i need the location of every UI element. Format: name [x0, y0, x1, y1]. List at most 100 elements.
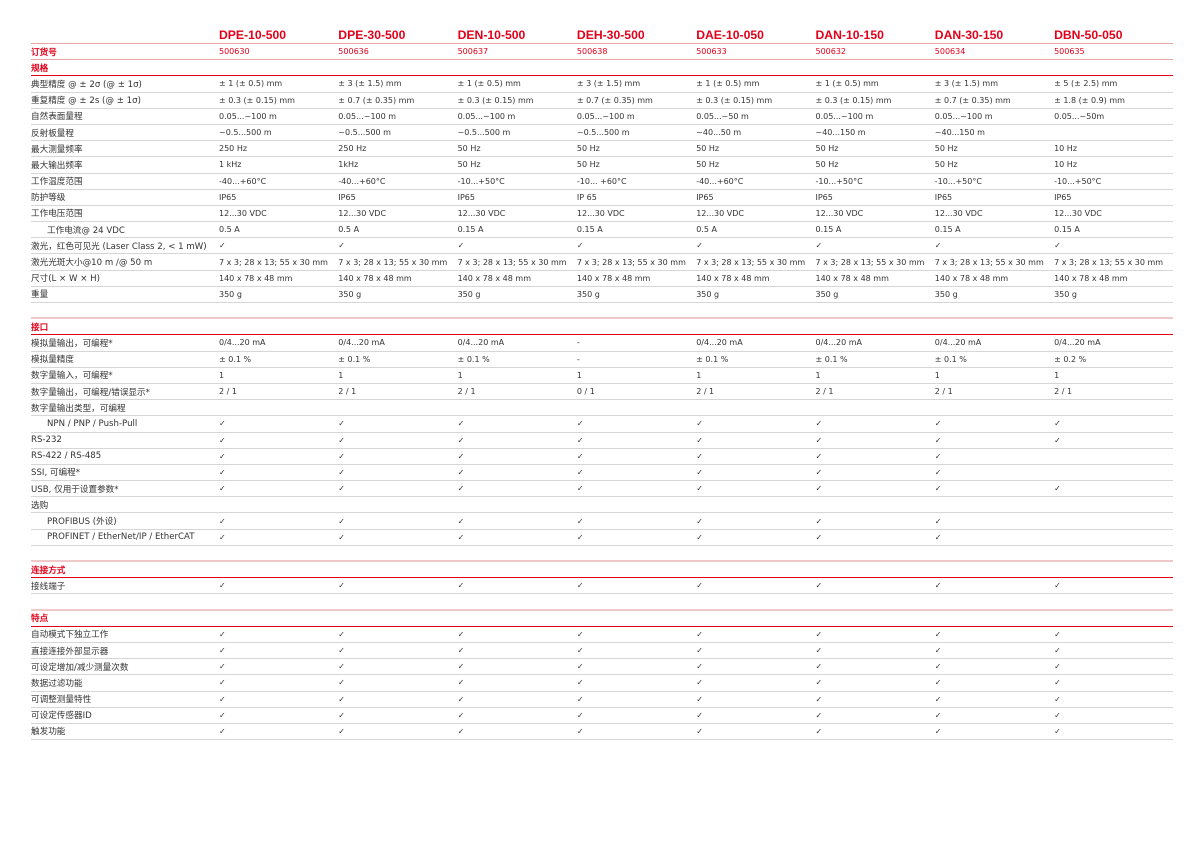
check-icon: ✓ — [219, 467, 226, 477]
check-icon: ✓ — [457, 484, 465, 494]
check-icon: ✓ — [338, 662, 345, 672]
check-icon: ✓ — [576, 419, 584, 429]
cell-value: 0.05...~50m — [1054, 111, 1105, 121]
table-row: 重量 350 g 350 g 350 g 350 g 350 g 350 g 350 g 350… — [31, 287, 1173, 303]
table-row: 触发功能 ✓ ✓ ✓ ✓ ✓ ✓ ✓ ✓ — [31, 724, 1173, 741]
cell-value: IP65 — [934, 192, 953, 202]
cell-value: 0 / 1 — [576, 387, 595, 397]
cell-value: 50 Hz — [815, 160, 839, 170]
table-row: 典型精度 @ ± 2σ (@ ± 1σ) ± 1 (± 0.5) mm ± 3 (±… — [31, 76, 1173, 93]
check-icon: ✓ — [696, 662, 703, 672]
cell-value: 140 x 78 x 48 mm — [815, 273, 889, 283]
cell-value: 7 x 3; 28 x 13; 55 x 30 mm — [815, 257, 925, 267]
check-icon: ✓ — [934, 726, 942, 736]
cell-value: 12...30 VDC — [338, 208, 387, 218]
model-name: DEH-30-500 — [576, 28, 645, 42]
cell-value: ± 0.1 % — [696, 354, 729, 364]
cell-value: IP65 — [219, 192, 237, 202]
cell-value: 0.15 A — [934, 225, 961, 235]
row-label: 激光光斑大小@10 m /@ 50 m — [31, 258, 153, 269]
row-label: 激光，红色可见光 (Laser Class 2, < 1 mW) — [31, 241, 207, 252]
cell-value: 7 x 3; 28 x 13; 55 x 30 mm — [457, 257, 567, 267]
check-icon: ✓ — [934, 581, 942, 591]
cell-value: 0.05...~100 m — [934, 111, 993, 121]
check-icon: ✓ — [457, 451, 465, 461]
table-row: 最大测量频率 250 Hz 250 Hz 50 Hz 50 Hz 50 Hz 50 Hz 50… — [31, 141, 1173, 158]
table-row: 反射板量程 ~0.5...500 m ~0.5...500 m ~0.5...5… — [31, 125, 1173, 142]
model-name: DPE-30-500 — [338, 28, 406, 42]
check-icon: ✓ — [815, 419, 823, 429]
check-icon: ✓ — [219, 694, 226, 704]
check-icon: ✓ — [338, 467, 345, 477]
check-icon: ✓ — [696, 629, 703, 639]
cell-value: 12...30 VDC — [576, 208, 625, 218]
cell-value: 1 — [1054, 370, 1060, 380]
section-header: 特点 — [31, 611, 1173, 627]
check-icon: ✓ — [815, 241, 823, 251]
check-icon: ✓ — [576, 694, 584, 704]
cell-value: IP 65 — [576, 192, 597, 202]
cell-value: - — [576, 354, 580, 364]
cell-value: 0/4...20 mA — [219, 338, 266, 348]
cell-value: 0/4...20 mA — [934, 338, 982, 348]
table-row: 模拟量精度 ± 0.1 % ± 0.1 % ± 0.1 % - ± 0.1 % ± 0.1 … — [31, 352, 1173, 368]
check-icon: ✓ — [338, 241, 345, 251]
table-row: 可设定增加/减少测量次数 ✓ ✓ ✓ ✓ ✓ ✓ ✓ ✓ — [31, 659, 1173, 676]
cell-value: 0.05...~100 m — [457, 111, 516, 121]
cell-value: 0.5 A — [696, 225, 717, 235]
check-icon: ✓ — [1054, 646, 1061, 656]
row-label: 最大输出频率 — [31, 160, 83, 171]
cell-value: 1 — [815, 370, 821, 380]
cell-value: 350 g — [696, 289, 720, 299]
cell-value: ± 0.1 % — [219, 354, 252, 364]
cell-value: 250 Hz — [338, 144, 367, 154]
check-icon: ✓ — [576, 451, 584, 461]
cell-value: 10 Hz — [1054, 144, 1078, 154]
check-icon: ✓ — [934, 710, 942, 720]
table-row: 工作温度范围 -40...+60°C -40...+60°C -10...+50°C -… — [31, 174, 1173, 190]
section-header: 连接方式 — [31, 562, 1173, 579]
row-label: 典型精度 @ ± 2σ (@ ± 1σ) — [31, 79, 142, 90]
cell-value: 0/4...20 mA — [815, 338, 862, 348]
cell-value: 1 kHz — [219, 160, 242, 170]
cell-value: 0/4...20 mA — [457, 338, 505, 348]
check-icon: ✓ — [457, 662, 465, 672]
check-icon: ✓ — [815, 726, 823, 736]
check-icon: ✓ — [219, 516, 226, 526]
cell-value: ± 3 (± 1.5) mm — [934, 79, 998, 89]
cell-value: ± 0.1 % — [934, 354, 967, 364]
row-label: 模拟量输出，可编程* — [31, 338, 113, 349]
table-row: 模拟量输出，可编程* 0/4...20 mA 0/4...20 mA 0/4...20… — [31, 335, 1173, 352]
check-icon: ✓ — [457, 678, 465, 688]
check-icon: ✓ — [815, 678, 823, 688]
order-number: 500630 — [219, 47, 250, 57]
check-icon: ✓ — [696, 419, 703, 429]
product-comparison-table: DPE-10-500 DPE-30-500 DEN-10-500 DEH-30-500… — [31, 27, 1173, 741]
cell-value: 2 / 1 — [815, 387, 834, 397]
table-row: USB, 仅用于设置参数* ✓ ✓ ✓ ✓ ✓ ✓ ✓ ✓ — [31, 481, 1173, 498]
check-icon: ✓ — [696, 646, 703, 656]
check-icon: ✓ — [696, 581, 703, 591]
check-icon: ✓ — [934, 629, 942, 639]
row-label: 数字量输出类型，可编程 — [31, 403, 126, 414]
check-icon: ✓ — [1054, 694, 1061, 704]
check-icon: ✓ — [815, 484, 823, 494]
cell-value: ± 0.7 (± 0.35) mm — [576, 95, 653, 105]
check-icon: ✓ — [576, 710, 584, 720]
row-label: 触发功能 — [31, 727, 66, 738]
cell-value: ~40...50 m — [696, 128, 742, 138]
check-icon: ✓ — [219, 419, 226, 429]
check-icon: ✓ — [934, 678, 942, 688]
section-title: 连接方式 — [31, 565, 66, 576]
order-number-label: 订货号 — [31, 47, 57, 58]
row-label: 模拟量精度 — [31, 355, 74, 366]
cell-value: 0/4...20 mA — [1054, 338, 1101, 348]
check-icon: ✓ — [934, 241, 942, 251]
table-row: 选购 — [31, 497, 1173, 514]
row-label: 可设定传感器ID — [31, 711, 92, 722]
cell-value: 2 / 1 — [934, 387, 953, 397]
table-row: 接线端子 ✓ ✓ ✓ ✓ ✓ ✓ ✓ ✓ — [31, 578, 1173, 595]
cell-value: 2 / 1 — [1054, 387, 1073, 397]
check-icon: ✓ — [457, 532, 465, 542]
table-row: PROFINET / EtherNet/IP / EtherCAT ✓ ✓ ✓ ✓ ✓ ✓ ✓ — [31, 530, 1173, 546]
